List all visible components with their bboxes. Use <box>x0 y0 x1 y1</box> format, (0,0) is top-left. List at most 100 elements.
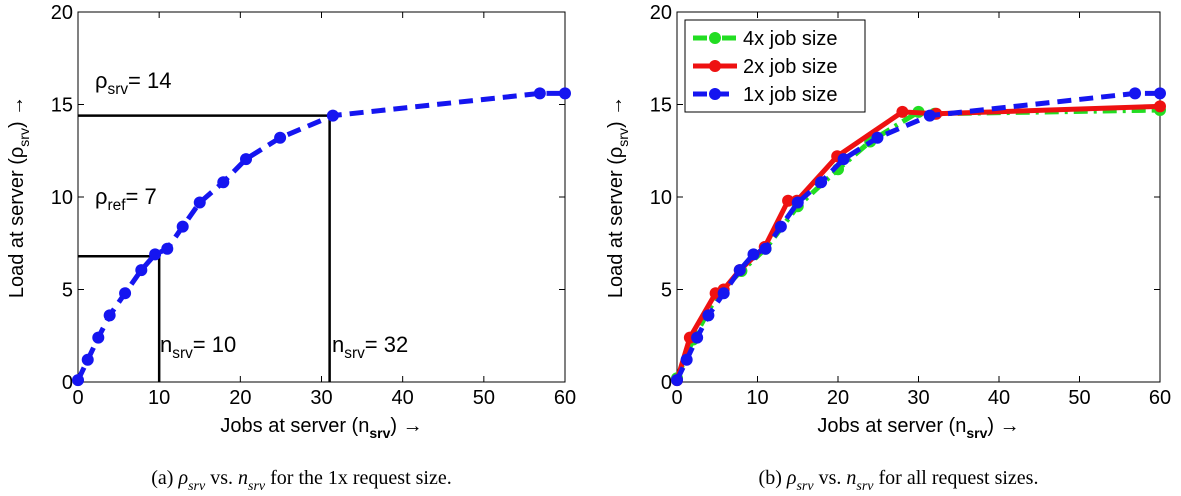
point <box>149 248 162 261</box>
x-tick-label: 0 <box>72 387 83 409</box>
x-tick-label: 60 <box>554 387 576 409</box>
point <box>193 196 206 209</box>
y-tick-label: 10 <box>51 187 73 209</box>
text-part: ref <box>108 197 127 214</box>
y-tick-label: 0 <box>661 372 672 394</box>
y-tick-label: 15 <box>650 95 672 117</box>
x-tick-label: 20 <box>827 387 849 409</box>
text-part: Load at server (ρ <box>605 147 627 298</box>
text-part: srv <box>16 128 32 147</box>
y-tick-label: 20 <box>650 2 672 24</box>
point <box>717 287 730 300</box>
text-part: srv <box>966 425 987 441</box>
y-tick-label: 20 <box>51 2 73 24</box>
caption: (a) ρsrv vs. nsrv for the 1x request siz… <box>151 467 451 494</box>
point <box>702 309 715 322</box>
point <box>176 220 189 233</box>
text-part: ρ <box>786 467 797 489</box>
caption: (b) ρsrv vs. nsrv for all request sizes. <box>759 467 1039 494</box>
legend-label: 2x job size <box>743 56 838 78</box>
point <box>92 331 105 344</box>
y-tick-label: 5 <box>661 280 672 302</box>
x-tick-label: 50 <box>473 387 495 409</box>
text-part: n <box>238 467 248 489</box>
text-part: srv <box>344 345 365 362</box>
point <box>759 242 772 255</box>
point <box>1154 100 1166 113</box>
text-part: ρ <box>177 467 188 489</box>
text-part: vs. <box>205 467 238 489</box>
text-part: ρ <box>95 184 108 209</box>
legend: 4x job size 2x job size 1x job size <box>684 19 866 113</box>
plot: 0 5 10 15 20 0 10 20 30 40 50 60 4x job size 2x job s… <box>605 2 1171 494</box>
text-part: ) → <box>390 415 422 437</box>
text-part: = 32 <box>365 332 408 357</box>
text-part: (b) <box>759 467 787 489</box>
y-tick-label: 15 <box>51 95 73 117</box>
text-part: Jobs at server (n <box>220 415 369 437</box>
x-tick-label: 40 <box>392 387 414 409</box>
text-part: srv <box>108 81 129 98</box>
x-tick-label: 10 <box>148 387 170 409</box>
point <box>680 353 693 366</box>
text-part: = 7 <box>125 184 156 209</box>
text-part: n <box>160 332 172 357</box>
x-axis-label: Jobs at server (nsrv) → <box>817 415 1019 441</box>
x-tick-label: 0 <box>671 387 682 409</box>
annotation: nsrv= 32 <box>332 332 408 362</box>
point <box>837 153 850 166</box>
point <box>871 131 884 144</box>
text-part: = 14 <box>128 68 171 93</box>
x-axis-label: Jobs at server (nsrv) → <box>220 415 422 441</box>
y-axis-label: Load at server (ρsrv) → <box>605 96 631 298</box>
annotation: nsrv= 10 <box>160 332 236 362</box>
y-axis-label: Load at server (ρsrv) → <box>6 96 32 298</box>
legend-label: 1x job size <box>743 84 838 106</box>
text-part: Jobs at server (n <box>817 415 966 437</box>
point <box>733 264 746 277</box>
text-part: ) → <box>6 96 28 128</box>
point <box>1154 87 1166 100</box>
point <box>161 242 174 255</box>
annotation: ρsrv= 14 <box>95 68 171 98</box>
text-part: srv <box>172 345 193 362</box>
point <box>274 131 287 144</box>
point <box>135 264 148 277</box>
text-part: ) → <box>605 96 627 128</box>
point <box>791 196 804 209</box>
legend-label: 4x job size <box>743 28 838 50</box>
y-tick-label: 10 <box>650 187 672 209</box>
point <box>217 176 230 189</box>
x-tick-label: 30 <box>907 387 929 409</box>
point <box>815 176 828 189</box>
text-part: n <box>332 332 344 357</box>
y-tick-label: 0 <box>62 372 73 394</box>
text-part: Load at server (ρ <box>6 147 28 298</box>
point <box>923 109 936 122</box>
point <box>774 220 787 233</box>
x-tick-label: 60 <box>1149 387 1171 409</box>
point <box>782 194 795 207</box>
point <box>671 374 683 387</box>
legend-marker <box>709 32 721 44</box>
annotation: ρref= 7 <box>95 184 157 214</box>
point <box>896 105 909 118</box>
text-part: vs. <box>814 467 847 489</box>
point <box>326 109 339 122</box>
y-tick-label: 5 <box>62 280 73 302</box>
text-part: ρ <box>95 68 108 93</box>
legend-marker <box>709 88 721 100</box>
text-part: srv <box>369 425 390 441</box>
text-part: srv <box>615 128 631 147</box>
text-part: = 10 <box>193 332 236 357</box>
x-tick-label: 10 <box>746 387 768 409</box>
text-part: n <box>846 467 856 489</box>
text-part: ) → <box>987 415 1019 437</box>
point <box>103 309 116 322</box>
point <box>72 374 84 387</box>
text-part: srv <box>248 479 266 494</box>
point <box>533 87 546 100</box>
text-part: for all request sizes. <box>874 467 1039 489</box>
